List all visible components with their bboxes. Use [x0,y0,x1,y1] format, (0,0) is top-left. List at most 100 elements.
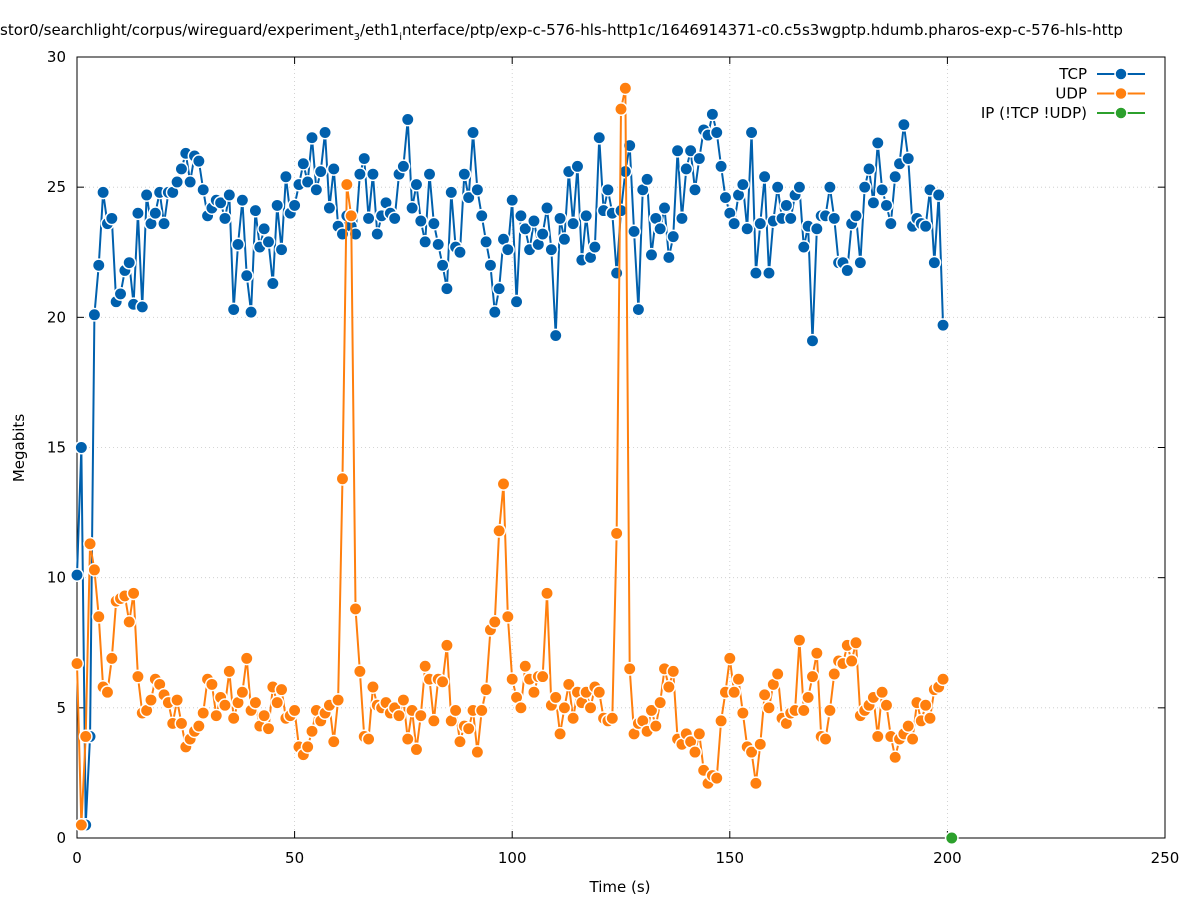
data-point [196,706,211,720]
data-point [326,734,341,749]
data-point [426,713,441,728]
data-point [535,669,550,684]
data-point [479,234,494,249]
data-point [348,601,363,616]
data-point [104,651,119,666]
data-point [70,568,84,583]
data-point [540,201,554,215]
data-point [496,476,511,491]
data-point [927,255,942,270]
data-point [113,286,128,301]
data-point [431,237,446,252]
data-point [936,318,950,333]
data-point [352,167,367,182]
data-point [605,711,620,726]
data-point [901,151,916,166]
data-point [627,224,642,239]
data-point [653,221,668,236]
data-point [579,208,594,223]
data-point [661,680,676,694]
data-point [505,193,520,208]
data-point [722,651,737,666]
data-point [500,609,515,624]
data-point [479,682,494,697]
data-point [779,198,794,213]
data-point [757,687,772,702]
data-point [405,201,420,215]
data-point [931,188,946,202]
data-point [727,685,742,700]
legend-marker [1114,86,1128,101]
data-point [870,135,885,150]
data-point [644,247,659,262]
data-point [644,703,659,718]
data-point [257,221,272,236]
data-point [422,167,437,182]
data-point [222,188,237,202]
data-point [130,669,145,684]
data-point [918,698,933,713]
data-point [239,268,254,283]
y-tick-label: 5 [56,699,66,717]
data-point [318,125,333,140]
data-point [444,185,459,200]
data-point [570,159,585,174]
data-point [770,667,785,681]
data-point [674,211,689,226]
data-point [248,203,263,218]
data-point [418,234,433,249]
data-point [740,221,755,236]
data-point [618,81,633,96]
data-point [400,732,415,747]
data-point [218,211,232,226]
data-point [74,440,89,455]
data-point [409,742,424,757]
data-point [513,700,528,715]
data-point [561,677,576,692]
data-point [148,206,163,221]
data-point [222,664,237,679]
data-point [100,685,115,700]
data-point [326,161,341,176]
data-point [918,219,933,234]
data-point [731,672,746,687]
data-point [457,167,472,182]
data-point [796,703,811,718]
data-point [466,125,480,140]
data-point [796,240,811,254]
data-point [518,221,533,236]
data-point [183,175,198,189]
data-point [587,240,602,254]
y-tick-label: 20 [47,308,66,326]
data-point [735,177,750,192]
data-point [483,258,498,273]
data-point [309,182,324,197]
data-point [426,216,441,231]
data-point [653,695,668,710]
x-tick-label: 50 [285,849,304,867]
data-point [770,180,785,195]
data-point [335,471,350,486]
data-point [235,685,250,700]
data-point [144,693,158,707]
data-point [348,227,363,241]
data-point [274,242,289,257]
data-point [322,201,337,215]
y-tick-label: 0 [56,829,66,847]
data-point [692,151,707,166]
data-point [783,211,798,226]
data-point [862,161,877,176]
data-point [78,729,93,744]
data-point [670,143,685,158]
data-point [609,526,624,541]
data-point [339,177,354,192]
data-point [70,656,84,671]
data-point [840,263,855,278]
data-point [936,672,950,687]
data-point [287,198,302,213]
x-tick-label: 0 [72,849,82,867]
x-axis-label: Time (s) [589,878,651,896]
data-point [666,229,681,244]
data-point [901,719,916,734]
data-point [688,745,702,760]
